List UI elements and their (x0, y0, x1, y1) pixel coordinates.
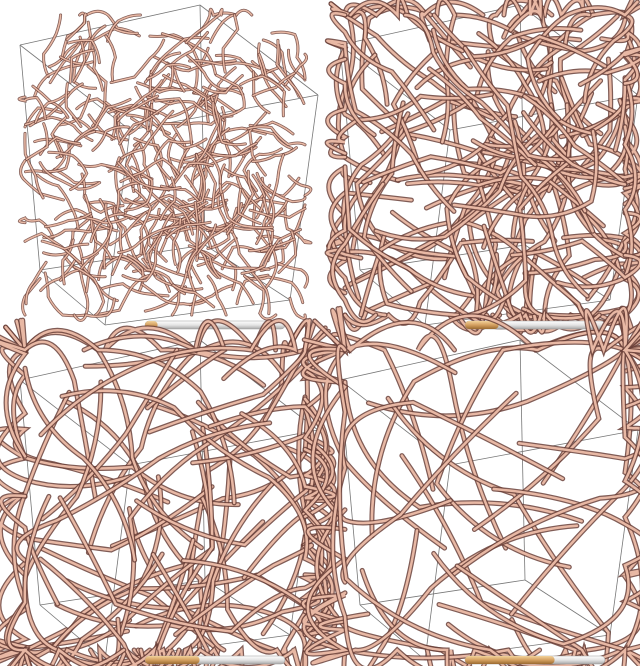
panel (0, 320, 335, 666)
cube-edge (20, 5, 200, 45)
panel (303, 308, 640, 666)
panel (327, 0, 640, 333)
tube-outline (67, 14, 86, 40)
vortex-tubes (327, 0, 640, 333)
vortex-tubes (303, 308, 640, 666)
progress-fill (145, 656, 200, 664)
progress-fill (465, 656, 555, 664)
cube-edge (525, 580, 610, 635)
panel (19, 5, 318, 329)
simulation-view (0, 0, 640, 666)
tube-outline (44, 15, 61, 77)
